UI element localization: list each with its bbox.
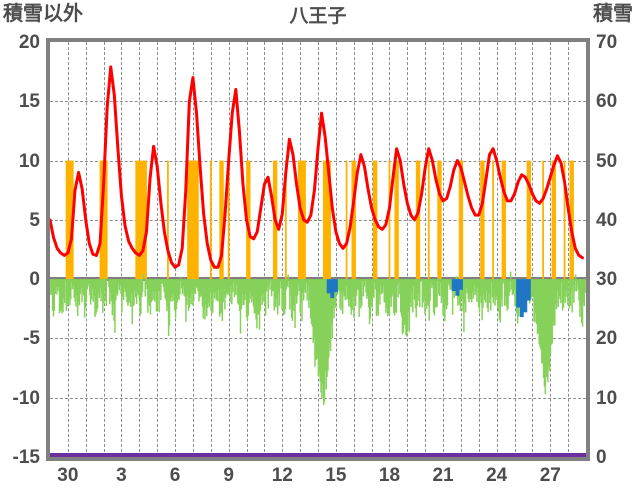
orange-bar bbox=[297, 160, 303, 280]
blue-bar bbox=[333, 279, 338, 293]
right-axis-tick-label: 20 bbox=[596, 328, 618, 350]
orange-bar bbox=[415, 160, 421, 280]
x-axis-tick-label: 9 bbox=[223, 465, 234, 486]
x-axis-tick-label: 6 bbox=[169, 465, 181, 486]
vertical-gridline bbox=[121, 42, 123, 457]
right-axis-tick-label: 30 bbox=[596, 269, 618, 291]
vertical-gridline bbox=[407, 42, 409, 457]
x-axis-tick-label: 3 bbox=[116, 465, 127, 486]
orange-bar-thin bbox=[345, 160, 348, 280]
x-axis-tick-label: 15 bbox=[325, 465, 347, 486]
blue-bar bbox=[330, 279, 335, 299]
orange-bar-thin bbox=[427, 160, 430, 280]
vertical-gridline bbox=[175, 42, 177, 457]
right-axis-title: 積雪 bbox=[593, 3, 633, 25]
orange-bar bbox=[326, 160, 331, 280]
orange-bar bbox=[103, 160, 108, 280]
orange-bar-thin bbox=[563, 160, 566, 280]
right-axis-tick-label: 10 bbox=[596, 387, 618, 409]
x-axis-tick-label: 18 bbox=[378, 465, 401, 486]
orange-bar-thin bbox=[542, 160, 545, 280]
orange-bar bbox=[219, 160, 224, 280]
vertical-gridline bbox=[550, 42, 552, 457]
orange-bar bbox=[526, 160, 532, 280]
orange-bar bbox=[322, 160, 328, 280]
blue-bar bbox=[451, 279, 456, 291]
vertical-gridline bbox=[85, 42, 87, 457]
orange-bar bbox=[194, 160, 199, 280]
orange-bar-thin bbox=[167, 160, 169, 280]
left-axis-tick-label: -10 bbox=[12, 387, 40, 409]
blue-bar bbox=[455, 279, 460, 296]
left-axis-tick-label: 0 bbox=[29, 269, 40, 291]
orange-bar bbox=[351, 160, 356, 280]
vertical-gridline bbox=[371, 42, 373, 457]
horizontal-gridline bbox=[50, 397, 586, 399]
orange-bar bbox=[551, 160, 557, 280]
left-axis-tick-label: 5 bbox=[29, 209, 40, 231]
orange-bar bbox=[190, 160, 196, 280]
orange-bar bbox=[142, 160, 147, 280]
x-axis-tick-label: 21 bbox=[432, 465, 454, 486]
orange-bar bbox=[480, 160, 485, 280]
left-axis-tick-label: -15 bbox=[12, 447, 40, 468]
orange-bar bbox=[246, 160, 251, 280]
vertical-gridline bbox=[568, 42, 570, 457]
vertical-gridline bbox=[264, 42, 266, 457]
left-axis-tick-label: -5 bbox=[23, 328, 40, 350]
horizontal-gridline bbox=[50, 101, 586, 103]
orange-bar bbox=[138, 160, 144, 280]
orange-bar bbox=[394, 160, 399, 280]
vertical-gridline bbox=[443, 42, 445, 457]
orange-bar bbox=[458, 160, 464, 280]
left-axis-tick-label: 20 bbox=[18, 32, 40, 53]
blue-bar bbox=[516, 279, 521, 308]
orange-bar-thin bbox=[227, 160, 230, 280]
vertical-gridline bbox=[478, 42, 480, 457]
right-axis-tick-label: 0 bbox=[596, 447, 607, 468]
vertical-gridline bbox=[532, 42, 534, 457]
left-axis-tick-label: 15 bbox=[18, 91, 40, 113]
orange-bar bbox=[65, 160, 71, 280]
orange-bar-thin bbox=[284, 160, 287, 280]
vertical-gridline bbox=[282, 42, 284, 457]
orange-bar bbox=[135, 160, 140, 280]
vertical-gridline bbox=[425, 42, 427, 457]
vertical-gridline bbox=[335, 42, 337, 457]
vertical-gridline bbox=[157, 42, 159, 457]
right-axis-tick-label: 40 bbox=[596, 209, 618, 231]
blue-bar bbox=[523, 279, 528, 313]
left-axis-tick-label: 10 bbox=[18, 150, 40, 172]
orange-bar bbox=[569, 160, 574, 280]
left-axis-title: 積雪以外 bbox=[3, 3, 83, 25]
right-axis-tick-label: 70 bbox=[596, 32, 618, 53]
orange-bar-thin bbox=[209, 160, 212, 280]
x-axis-tick-label: 27 bbox=[539, 465, 561, 486]
red-series bbox=[50, 65, 584, 269]
x-axis-tick-label: 24 bbox=[486, 465, 508, 486]
vertical-gridline bbox=[496, 42, 498, 457]
orange-bar bbox=[187, 160, 192, 280]
vertical-gridline bbox=[514, 42, 516, 457]
x-axis-tick-label: 12 bbox=[271, 465, 293, 486]
plot-area bbox=[50, 42, 586, 457]
series-layer bbox=[50, 65, 586, 405]
blue-bar bbox=[326, 279, 331, 294]
vertical-gridline bbox=[318, 42, 319, 457]
horizontal-gridline bbox=[50, 219, 586, 221]
orange-bar-thin bbox=[492, 160, 494, 280]
orange-bar-thin bbox=[388, 160, 391, 280]
green-series bbox=[50, 271, 586, 405]
right-axis-tick-label: 60 bbox=[596, 91, 618, 113]
x-axis-tick-label: 30 bbox=[57, 465, 79, 486]
orange-bar bbox=[437, 160, 442, 280]
blue-bar bbox=[526, 279, 531, 301]
chart-title: 八王子 bbox=[289, 6, 347, 27]
snow-depth-baseline bbox=[50, 453, 586, 457]
right-axis-tick-label: 50 bbox=[596, 150, 618, 172]
orange-bar bbox=[501, 160, 507, 280]
blue-bar bbox=[458, 279, 463, 290]
blue-bar bbox=[519, 279, 524, 318]
